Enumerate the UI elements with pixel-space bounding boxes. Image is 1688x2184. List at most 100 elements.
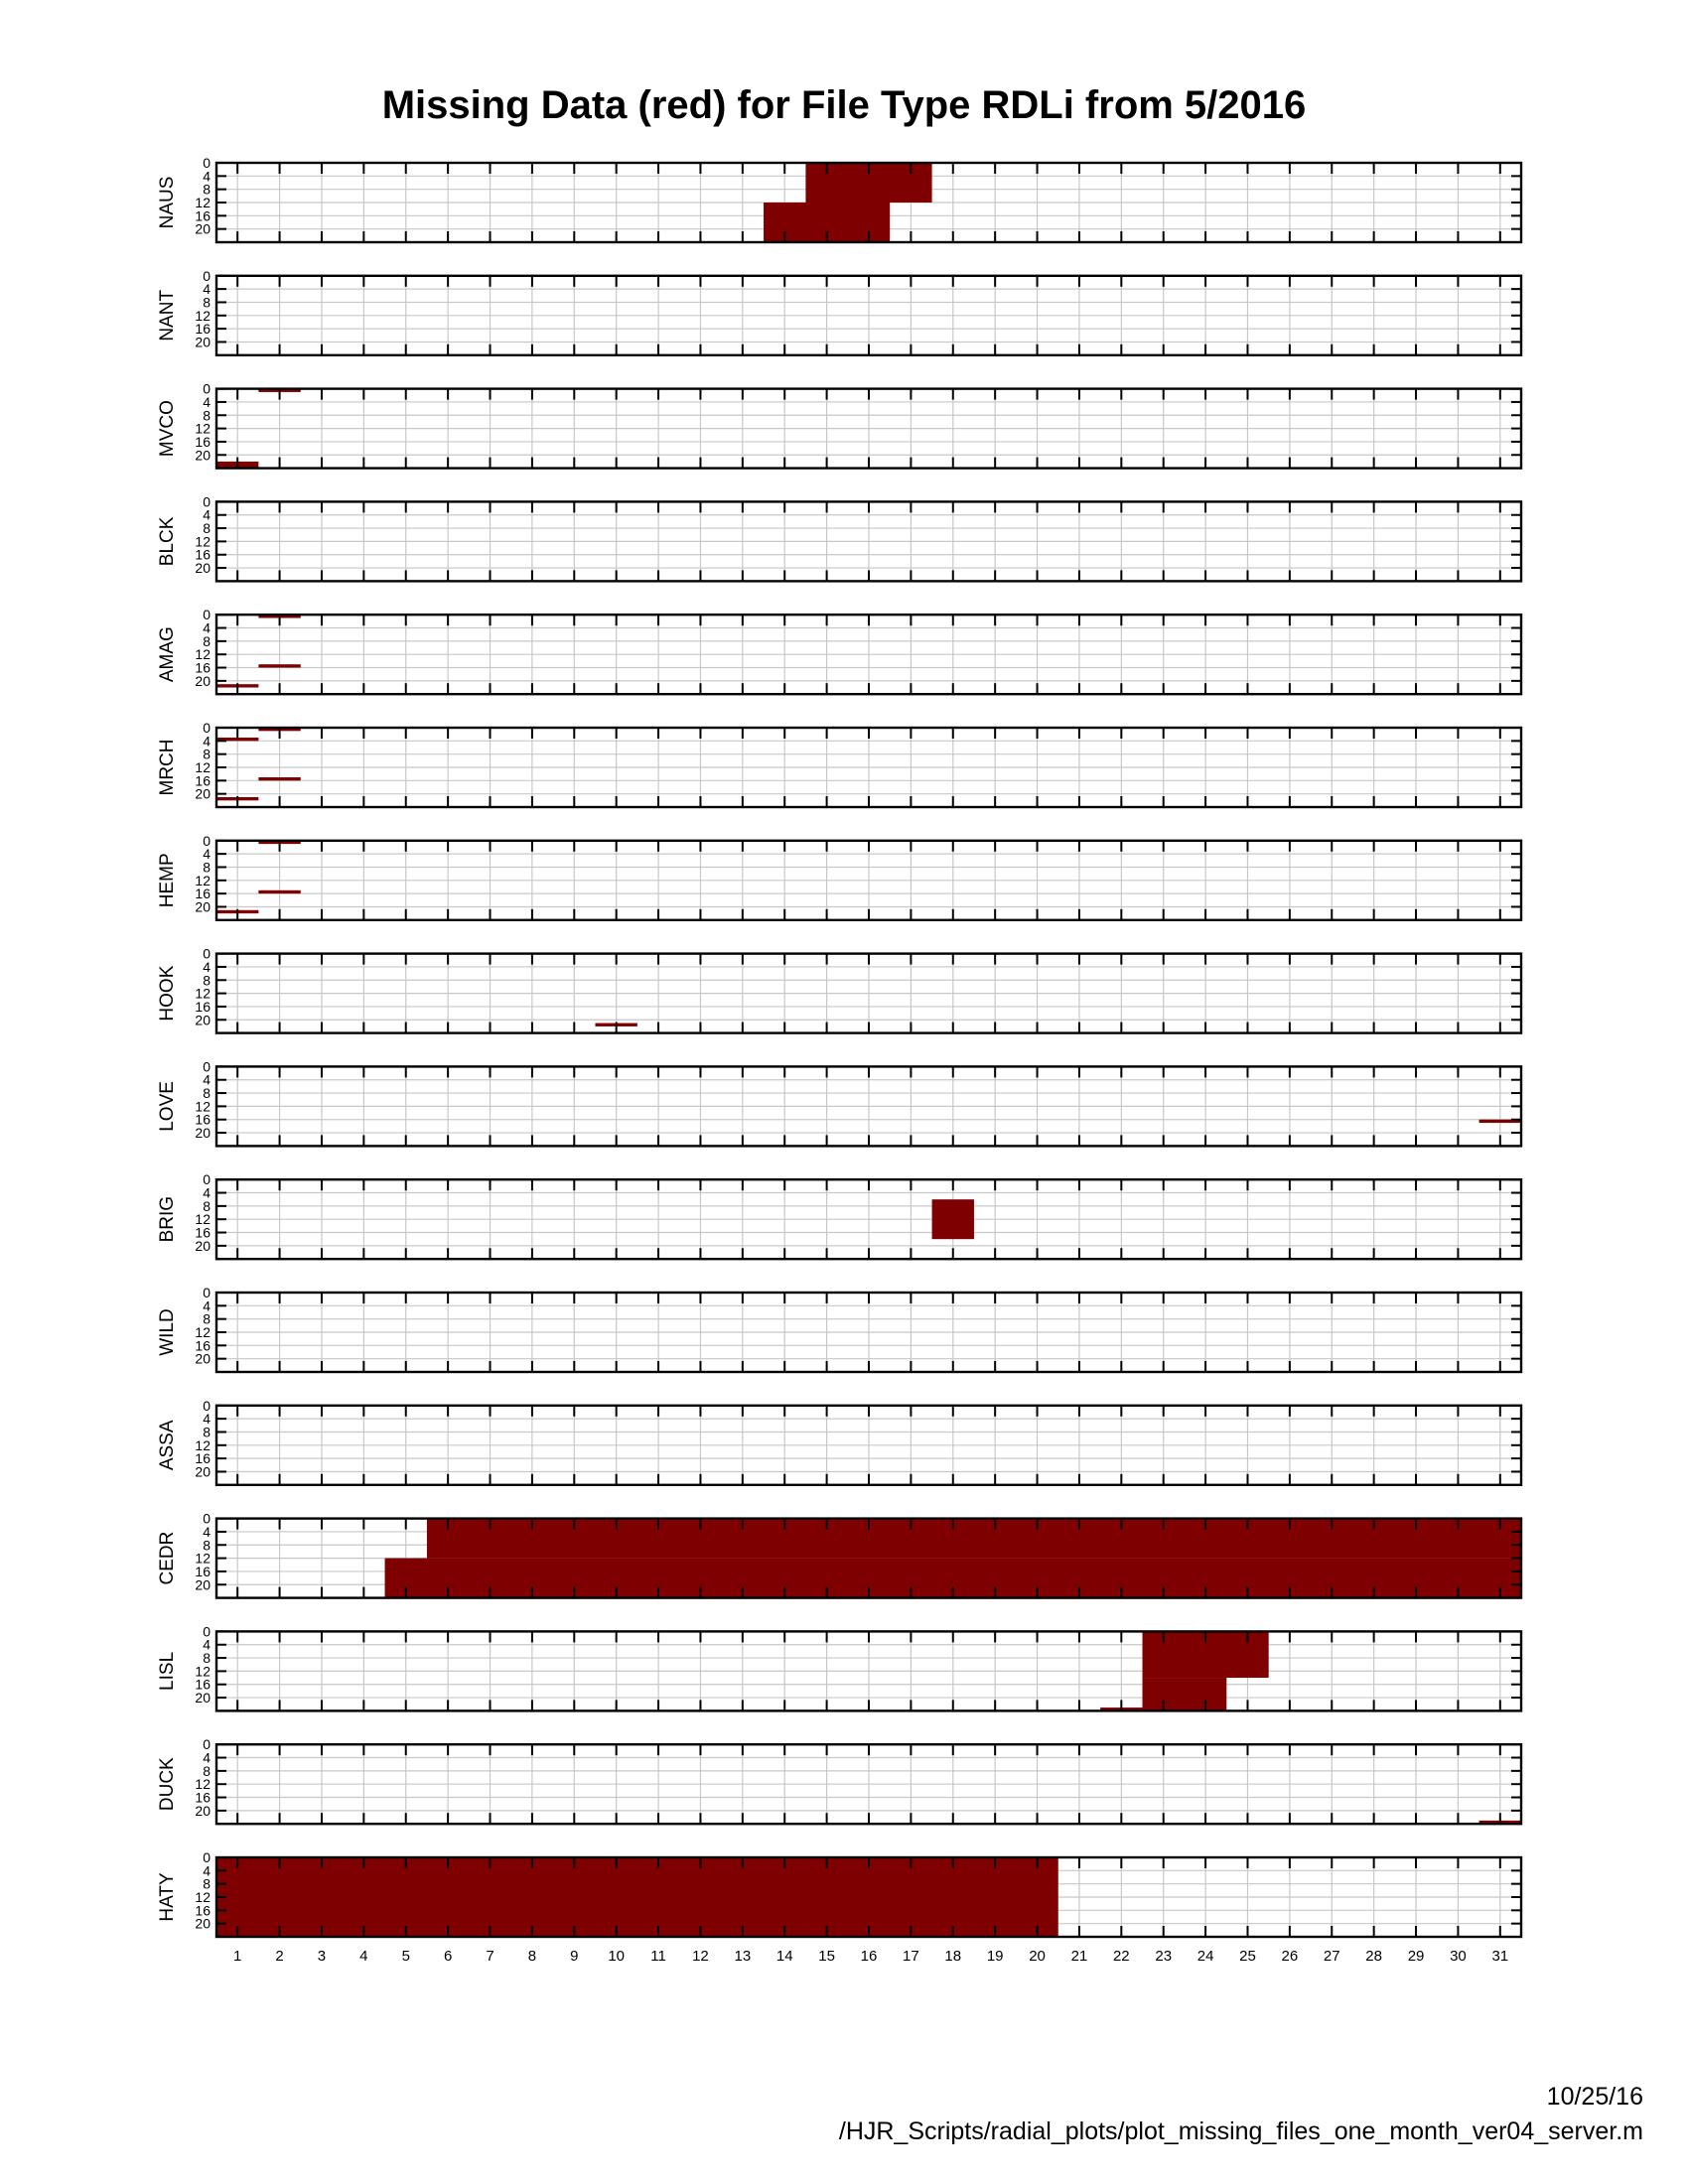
chart-title: Missing Data (red) for File Type RDLi fr…	[381, 83, 1307, 127]
station-label: MVCO	[157, 400, 178, 457]
y-tick-label: 12	[195, 1889, 211, 1905]
y-tick-label: 12	[195, 1663, 211, 1679]
x-tick-label: 29	[1408, 1948, 1425, 1965]
x-tick-label: 2	[275, 1948, 283, 1965]
x-tick-label: 22	[1113, 1948, 1130, 1965]
y-tick-label: 8	[203, 859, 211, 875]
y-tick-label: 16	[195, 1790, 211, 1806]
x-tick-label: 15	[818, 1948, 835, 1965]
y-tick-label: 8	[203, 633, 211, 649]
y-tick-label: 16	[195, 1337, 211, 1353]
y-tick-label: 12	[195, 533, 211, 549]
missing-block	[216, 738, 259, 742]
y-tick-label: 0	[203, 381, 211, 397]
y-tick-label: 20	[195, 1803, 211, 1819]
x-tick-label: 5	[402, 1948, 410, 1965]
station-label: LOVE	[157, 1081, 178, 1132]
y-tick-label: 4	[203, 1637, 211, 1653]
station-label: HEMP	[157, 853, 178, 907]
y-tick-label: 8	[203, 1311, 211, 1327]
y-tick-label: 8	[203, 407, 211, 423]
station-label: AMAG	[157, 626, 178, 682]
y-tick-label: 12	[195, 1098, 211, 1114]
y-tick-label: 20	[195, 560, 211, 576]
x-tick-label: 1	[233, 1948, 241, 1965]
y-tick-label: 16	[195, 1450, 211, 1466]
y-tick-label: 20	[195, 1576, 211, 1592]
station-label: BLCK	[157, 516, 178, 566]
y-tick-label: 4	[203, 1185, 211, 1201]
missing-block	[1478, 1119, 1521, 1124]
station-label: HATY	[157, 1872, 178, 1922]
y-tick-label: 8	[203, 747, 211, 762]
y-tick-label: 16	[195, 1112, 211, 1128]
station-label: LISL	[157, 1652, 178, 1691]
x-tick-label: 26	[1282, 1948, 1299, 1965]
y-tick-label: 12	[195, 986, 211, 1002]
y-tick-label: 4	[203, 1072, 211, 1088]
y-tick-label: 4	[203, 959, 211, 975]
station-label: WILD	[157, 1308, 178, 1356]
x-tick-label: 16	[861, 1948, 878, 1965]
missing-block	[1142, 1678, 1227, 1711]
y-tick-label: 12	[195, 873, 211, 888]
y-tick-label: 16	[195, 1677, 211, 1693]
missing-block	[258, 777, 301, 781]
x-tick-label: 28	[1365, 1948, 1382, 1965]
y-tick-label: 0	[203, 946, 211, 962]
y-tick-label: 0	[203, 1511, 211, 1527]
x-tick-label: 31	[1491, 1948, 1508, 1965]
y-tick-label: 4	[203, 620, 211, 636]
x-tick-label: 20	[1029, 1948, 1046, 1965]
x-tick-label: 17	[903, 1948, 919, 1965]
y-tick-label: 12	[195, 421, 211, 437]
y-tick-label: 8	[203, 1650, 211, 1666]
x-tick-label: 6	[444, 1948, 452, 1965]
y-tick-label: 8	[203, 1424, 211, 1439]
y-tick-label: 12	[195, 1551, 211, 1567]
station-label: NAUS	[157, 177, 178, 229]
y-tick-label: 0	[203, 833, 211, 849]
station-label: BRIG	[157, 1196, 178, 1242]
y-tick-label: 8	[203, 1537, 211, 1553]
x-axis-labels: 1 2 3 4 5 6 7 8 9 10 11 12 13 14 15 16 17 18 19 20 21 22 23 24 2…	[233, 1948, 1508, 1965]
y-tick-label: 4	[203, 846, 211, 862]
y-tick-label: 20	[195, 1690, 211, 1706]
y-tick-label: 16	[195, 660, 211, 676]
x-tick-label: 25	[1239, 1948, 1256, 1965]
y-tick-label: 12	[195, 1437, 211, 1453]
x-tick-label: 18	[944, 1948, 961, 1965]
missing-block	[258, 889, 301, 894]
y-tick-label: 16	[195, 434, 211, 450]
y-tick-label: 16	[195, 999, 211, 1015]
x-tick-label: 24	[1197, 1948, 1214, 1965]
y-tick-label: 0	[203, 1285, 211, 1300]
y-tick-label: 0	[203, 1736, 211, 1752]
y-tick-label: 12	[195, 308, 211, 324]
x-tick-label: 13	[734, 1948, 751, 1965]
y-tick-label: 20	[195, 673, 211, 689]
y-tick-label: 20	[195, 898, 211, 914]
y-tick-label: 12	[195, 1211, 211, 1227]
x-tick-label: 10	[608, 1948, 625, 1965]
y-tick-label: 4	[203, 733, 211, 749]
station-label: MRCH	[157, 740, 178, 796]
x-tick-label: 19	[987, 1948, 1004, 1965]
x-tick-label: 4	[359, 1948, 367, 1965]
y-tick-label: 16	[195, 772, 211, 788]
y-tick-label: 12	[195, 759, 211, 775]
y-tick-label: 20	[195, 1238, 211, 1254]
y-tick-label: 20	[195, 1125, 211, 1141]
x-tick-label: 8	[528, 1948, 536, 1965]
y-tick-label: 20	[195, 221, 211, 237]
station-label: ASSA	[157, 1420, 178, 1470]
